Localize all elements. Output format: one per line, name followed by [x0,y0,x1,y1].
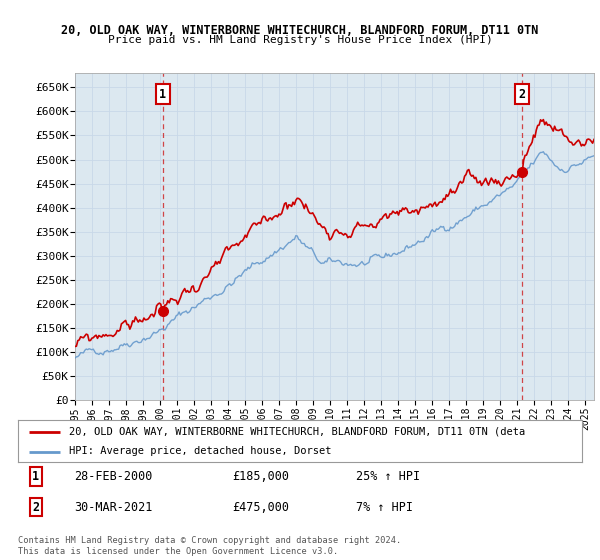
Text: 2: 2 [32,501,39,514]
Text: 20, OLD OAK WAY, WINTERBORNE WHITECHURCH, BLANDFORD FORUM, DT11 0TN: 20, OLD OAK WAY, WINTERBORNE WHITECHURCH… [61,24,539,36]
Text: 28-FEB-2000: 28-FEB-2000 [74,470,153,483]
Text: 20, OLD OAK WAY, WINTERBORNE WHITECHURCH, BLANDFORD FORUM, DT11 0TN (deta: 20, OLD OAK WAY, WINTERBORNE WHITECHURCH… [69,427,525,437]
Text: 30-MAR-2021: 30-MAR-2021 [74,501,153,514]
Text: 1: 1 [32,470,39,483]
Text: 2: 2 [518,87,525,101]
Text: Contains HM Land Registry data © Crown copyright and database right 2024.
This d: Contains HM Land Registry data © Crown c… [18,536,401,556]
Text: Price paid vs. HM Land Registry's House Price Index (HPI): Price paid vs. HM Land Registry's House … [107,35,493,45]
Text: 1: 1 [159,87,166,101]
Text: £185,000: £185,000 [232,470,289,483]
Text: 7% ↑ HPI: 7% ↑ HPI [356,501,413,514]
Text: £475,000: £475,000 [232,501,289,514]
Text: HPI: Average price, detached house, Dorset: HPI: Average price, detached house, Dors… [69,446,331,456]
Text: 25% ↑ HPI: 25% ↑ HPI [356,470,421,483]
